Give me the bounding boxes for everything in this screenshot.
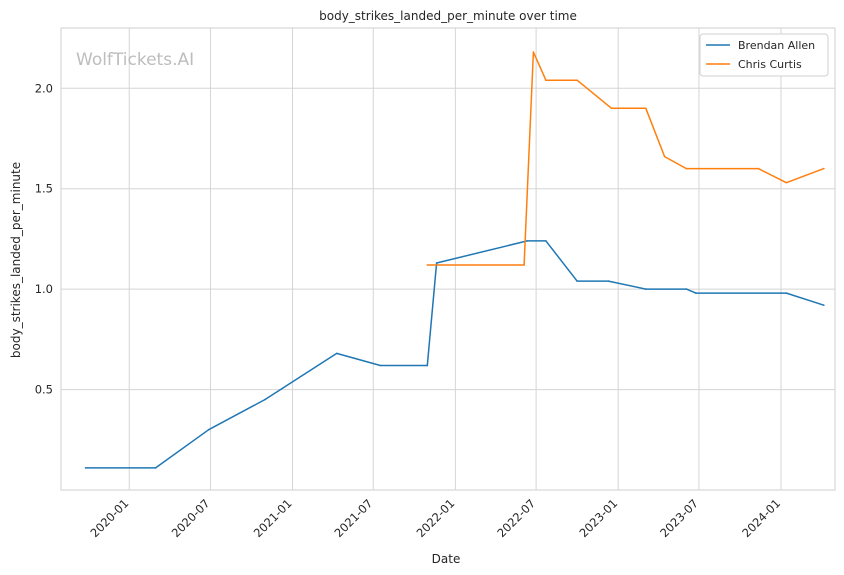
data-point-chris-curtis — [576, 79, 578, 81]
series-lines — [84, 51, 825, 469]
y-axis-ticks: 0.5 1.0 1.5 2.0 — [35, 81, 53, 396]
x-tick-label: 2020-07 — [169, 496, 213, 540]
x-tick-label: 2021-01 — [251, 496, 295, 540]
data-point-brendan-allen — [823, 304, 825, 307]
legend-label-brendan-allen: Brendan Allen — [738, 39, 815, 52]
data-point-brendan-allen — [335, 352, 338, 355]
y-tick-label: 0.5 — [35, 383, 53, 397]
data-point-brendan-allen — [645, 288, 647, 290]
data-point-brendan-allen — [785, 292, 788, 294]
data-point-chris-curtis — [757, 167, 760, 170]
data-point-brendan-allen — [426, 364, 429, 367]
data-point-chris-curtis — [545, 79, 547, 81]
y-tick-label: 2.0 — [35, 81, 53, 95]
data-point-brendan-allen — [154, 467, 157, 469]
data-point-chris-curtis — [426, 264, 429, 266]
data-point-chris-curtis — [685, 167, 688, 170]
y-axis-title: body_strikes_landed_per_minute — [9, 162, 23, 358]
data-point-brendan-allen — [526, 240, 528, 242]
data-point-brendan-allen — [695, 292, 697, 294]
chart-title: body_strikes_landed_per_minute over time — [319, 9, 577, 23]
data-point-brendan-allen — [207, 428, 210, 431]
data-point-brendan-allen — [545, 240, 547, 242]
legend: Brendan Allen Chris Curtis — [699, 33, 829, 77]
watermark-text: WolfTickets.AI — [76, 50, 194, 70]
data-point-brendan-allen — [264, 398, 266, 401]
data-point-brendan-allen — [435, 262, 438, 264]
data-point-brendan-allen — [685, 288, 688, 290]
data-point-chris-curtis — [823, 167, 825, 170]
y-tick-label: 1.0 — [35, 282, 53, 296]
data-point-chris-curtis — [645, 107, 647, 110]
x-tick-label: 2023-07 — [657, 496, 701, 540]
x-tick-label: 2020-01 — [87, 496, 131, 540]
x-axis-title: Date — [432, 552, 461, 566]
data-point-brendan-allen — [379, 364, 382, 367]
series-line-chris-curtis — [427, 51, 825, 266]
data-point-chris-curtis — [532, 51, 535, 53]
data-point-brendan-allen — [576, 280, 578, 282]
data-point-chris-curtis — [663, 155, 666, 158]
x-axis-ticks: 2020-01 2020-07 2021-01 2021-07 2022-01 2022-… — [87, 496, 783, 540]
plot-area — [60, 27, 836, 491]
x-tick-label: 2022-01 — [414, 496, 458, 540]
data-point-chris-curtis — [523, 264, 525, 266]
x-tick-label: 2022-07 — [494, 496, 538, 540]
data-point-chris-curtis — [785, 181, 788, 184]
legend-label-chris-curtis: Chris Curtis — [738, 58, 802, 71]
y-tick-label: 1.5 — [35, 182, 53, 196]
data-point-chris-curtis — [610, 107, 613, 110]
x-tick-label: 2024-01 — [739, 496, 783, 540]
data-point-brendan-allen — [84, 467, 87, 469]
x-tick-label: 2021-07 — [332, 496, 376, 540]
data-point-brendan-allen — [607, 280, 610, 282]
x-tick-label: 2023-01 — [576, 496, 620, 540]
legend-box — [699, 33, 829, 77]
